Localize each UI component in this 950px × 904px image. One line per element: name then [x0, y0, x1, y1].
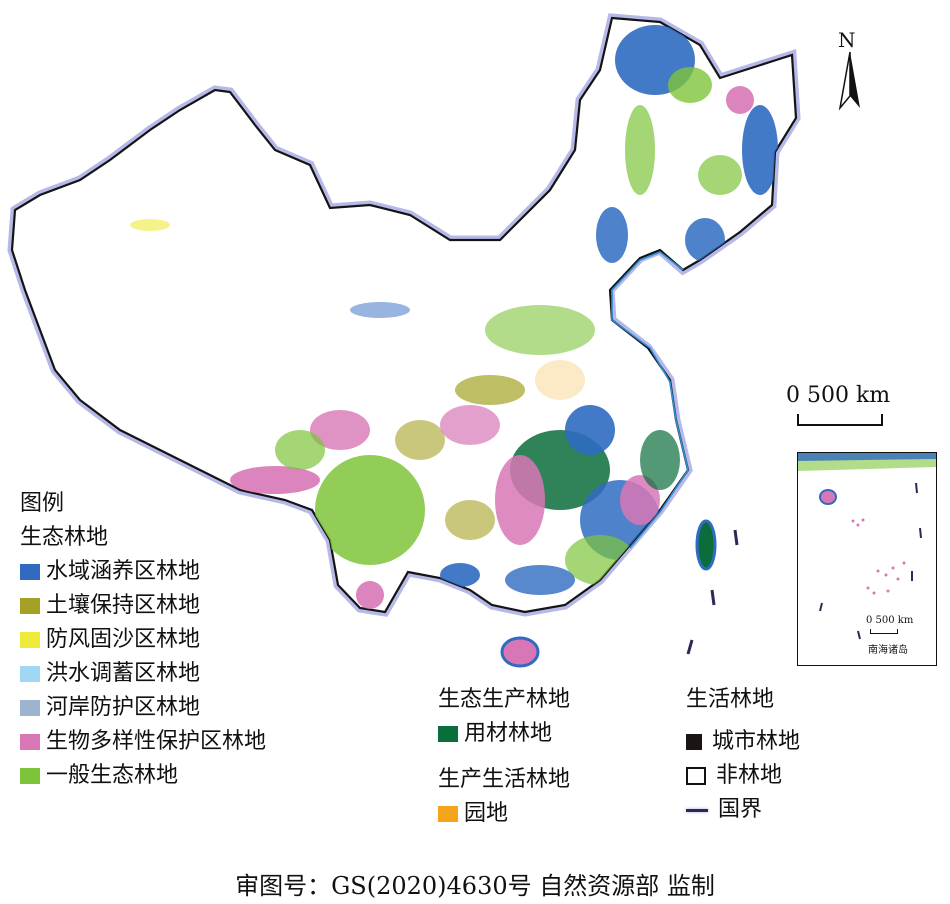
- legend-item: 非林地: [686, 759, 800, 793]
- legend-item: 土壤保持区林地: [20, 589, 266, 623]
- south-china-sea-inset: 0 500 km 南海诸岛: [797, 452, 937, 666]
- legend-heading-eco-prod: 生态生产林地: [438, 687, 571, 712]
- north-arrow-icon: [838, 51, 860, 111]
- legend-eco-prod: 生态生产林地 用材林地 生产生活林地 园地: [438, 683, 570, 831]
- inset-title: 南海诸岛: [868, 645, 908, 656]
- legend-item: 用材林地: [438, 717, 570, 751]
- coastline: [611, 251, 689, 549]
- legend-swatch: [438, 806, 458, 822]
- legend-swatch: [438, 726, 458, 742]
- scale-label: 0 500 km: [786, 383, 891, 408]
- legend-item: 一般生态林地: [20, 759, 266, 793]
- sea-boundary-dash: [686, 639, 694, 655]
- hainan-island: [500, 636, 540, 668]
- legend-item: 水域涵养区林地: [20, 555, 266, 589]
- inset-map: [798, 453, 936, 640]
- legend-item: 生物多样性保护区林地: [20, 725, 266, 759]
- scale-bar: [797, 414, 883, 426]
- legend-item: 园地: [438, 797, 570, 831]
- taiwan-island: [695, 519, 717, 571]
- legend-heading-eco: 生态林地: [20, 525, 109, 550]
- legend-label: 生物多样性保护区林地: [46, 729, 267, 754]
- approval-number: 审图号：GS(2020)4630号 自然资源部 监制: [235, 872, 715, 900]
- sea-boundary-dash: [733, 529, 739, 546]
- legend-swatch: [20, 564, 40, 580]
- legend-swatch: [686, 734, 702, 750]
- north-label: N: [838, 28, 856, 52]
- inset-scale-label: 0 500 km: [866, 615, 914, 626]
- sea-boundary-dash: [710, 589, 716, 606]
- legend-title: 图例: [20, 491, 65, 516]
- legend-life: 生活林地 城市林地 非林地 国界: [686, 683, 800, 827]
- legend-item: 防风固沙区林地: [20, 623, 266, 657]
- legend-swatch: [20, 598, 40, 614]
- legend-label: 园地: [464, 801, 509, 826]
- legend-swatch: [20, 734, 40, 750]
- legend-swatch: [686, 767, 706, 785]
- legend-label: 防风固沙区林地: [46, 627, 201, 652]
- legend-item: 国界: [686, 793, 800, 827]
- legend-label: 一般生态林地: [46, 763, 179, 788]
- legend-item: 城市林地: [686, 725, 800, 759]
- border-line-icon: [686, 808, 708, 812]
- legend-swatch: [20, 632, 40, 648]
- legend-label: 河岸防护区林地: [46, 695, 201, 720]
- legend-label: 非林地: [716, 763, 783, 788]
- legend-label: 城市林地: [712, 729, 801, 754]
- legend-label: 洪水调蓄区林地: [46, 661, 201, 686]
- legend-label: 土壤保持区林地: [46, 593, 201, 618]
- legend-swatch: [20, 666, 40, 682]
- legend-item: 洪水调蓄区林地: [20, 657, 266, 691]
- legend-heading-prod-life: 生产生活林地: [438, 767, 571, 792]
- legend-label: 水域涵养区林地: [46, 559, 201, 584]
- legend-eco: 图例 生态林地 水域涵养区林地 土壤保持区林地 防风固沙区林地 洪水调蓄区林地 …: [20, 487, 266, 793]
- legend-label: 用材林地: [464, 721, 553, 746]
- inset-scale-bar: [870, 629, 898, 634]
- legend-swatch: [20, 768, 40, 784]
- legend-item: 河岸防护区林地: [20, 691, 266, 725]
- legend-heading-life: 生活林地: [686, 687, 775, 712]
- legend-label: 国界: [718, 797, 763, 822]
- legend-swatch: [20, 700, 40, 716]
